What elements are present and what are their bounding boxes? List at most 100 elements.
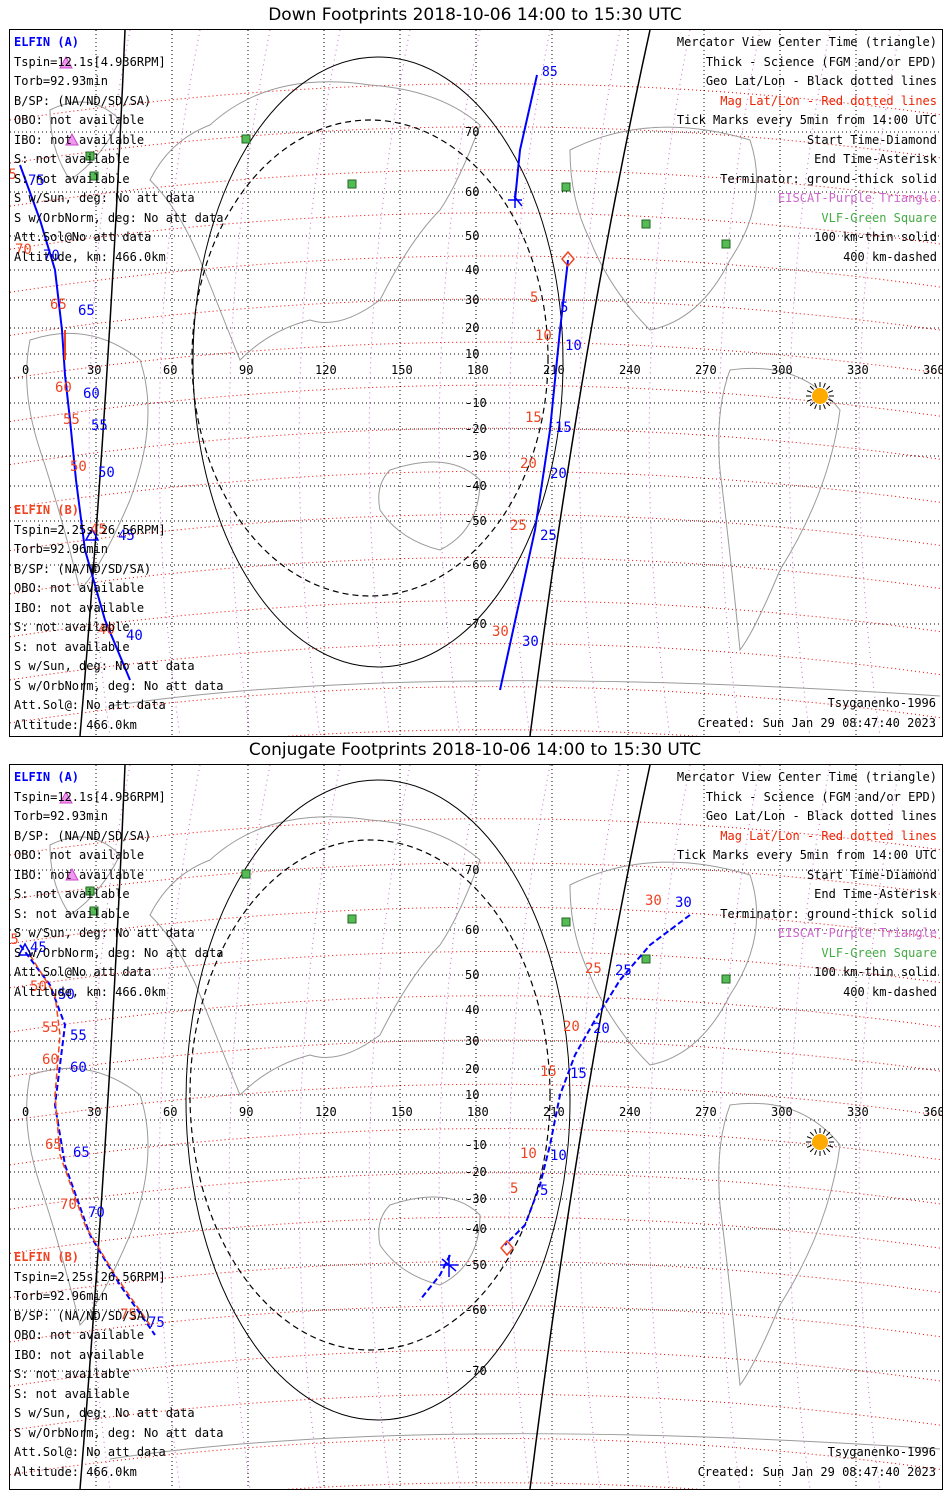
info-line: S: not available — [14, 887, 130, 901]
info-line: Tspin=2.25s[26.56RPM] — [14, 522, 166, 537]
track-time-label: 10 — [565, 338, 582, 354]
map-panel-conjugate: 0 30 60 90 120 150 180 210 240 270 300 330 360 70 60 50… — [9, 764, 943, 1490]
mag-lon-line — [578, 30, 621, 736]
eiscat-triangle — [65, 867, 79, 881]
lat-tick-label: -20 — [465, 422, 487, 436]
four-hundred-km-contour — [189, 839, 551, 1351]
lon-tick-label: 150 — [391, 1105, 413, 1119]
track-time-label: 55 — [63, 412, 80, 428]
track-time-label: 60 — [55, 380, 72, 396]
elfin-a-lines: Tspin=12.1s[4.936RPM] Torb=92.93min B/SP: … — [14, 53, 224, 268]
mag-lat-line — [10, 643, 942, 681]
sun-ray — [822, 1128, 826, 1134]
lat-tick-label: -50 — [465, 514, 487, 528]
lon-tick-label: 30 — [87, 363, 101, 377]
lat-tick-label: 30 — [465, 1034, 479, 1048]
sun-ray — [809, 1131, 814, 1136]
vlf-station-square — [89, 906, 99, 916]
lat-tick-label: 40 — [465, 1003, 479, 1017]
lat-tick-label: 20 — [465, 1062, 479, 1076]
lat-tick-label: -30 — [465, 449, 487, 463]
elfin-a-track — [19, 164, 131, 681]
eiscat-triangle — [65, 132, 79, 146]
track-time-label: 45 — [118, 528, 135, 544]
sun-ray — [814, 1150, 818, 1156]
legend-item: VLF-Green Square — [821, 210, 937, 225]
info-line: S w/Sun, deg: No att data — [14, 926, 195, 940]
elfin-b-lines: Tspin=2.25s[26.56RPM] Torb=92.96min B/SP: … — [14, 521, 224, 736]
info-line: S w/OrbNorm, deg: No att data — [14, 945, 224, 960]
info-line: B/SP: (NA/ND/SD/SA) — [14, 93, 152, 108]
info-line: Torb=92.93min — [14, 74, 108, 88]
lon-tick-label: 330 — [847, 1105, 869, 1119]
four-hundred-km-contour — [191, 119, 549, 597]
terminator-line — [529, 30, 651, 736]
lat-tick-label: -50 — [465, 1258, 487, 1272]
info-line: Altitude, km: 466.0km — [14, 984, 166, 999]
continent-australia — [378, 1196, 481, 1286]
mag-lon-line — [578, 765, 621, 1489]
info-line: IBO: not available — [14, 867, 145, 882]
lon-tick-label: 90 — [239, 1105, 253, 1119]
legend-item: Mercator View Center Time (triangle) — [676, 35, 937, 49]
info-line: Att.Sol@: No att data — [14, 698, 166, 712]
track-time-label: 55 — [70, 1028, 87, 1044]
track-time-label: 60 — [83, 386, 100, 402]
map-panel-down: 0 30 60 90 120 150 180 210 240 270 300 330 360 70 60 50… — [9, 29, 943, 737]
track-time-label: 75 — [28, 173, 45, 189]
legend-item: Tick Marks every 5min from 14:00 UTC — [676, 848, 937, 862]
track-time-label: 70 — [88, 1205, 105, 1221]
vlf-station-square — [641, 219, 651, 229]
lon-tick-label: 30 — [87, 1105, 101, 1119]
mag-lon-line — [228, 30, 271, 736]
elfin-a-name: ELFIN (A) — [14, 35, 80, 49]
mag-lat-line — [10, 83, 942, 121]
elfin-a-pass-south — [499, 259, 569, 691]
continent-south-america — [718, 1102, 841, 1387]
sun-ray — [814, 404, 818, 410]
legend-item: Mercator View Center Time (triangle) — [676, 770, 937, 784]
lon-tick-label: 180 — [467, 1105, 489, 1119]
continent-south-america — [718, 367, 841, 652]
track-time-label: 10 — [520, 1146, 537, 1162]
mag-lat-line — [10, 513, 942, 552]
sun-ray — [822, 404, 826, 410]
legend-item: Terminator: ground-thick solid — [720, 171, 937, 186]
lat-tick-label: 10 — [465, 1088, 479, 1102]
track-time-label: 5 — [560, 300, 568, 316]
sun-ray — [826, 402, 831, 407]
track-time-label: 65 — [45, 1137, 62, 1153]
vlf-station-square — [347, 914, 357, 924]
mag-lat-line — [10, 1128, 942, 1166]
mag-lat-line — [10, 1083, 942, 1122]
track-time-label: 55 — [42, 1020, 59, 1036]
track-time-label: 40 — [126, 628, 143, 644]
eiscat-triangle — [59, 55, 73, 69]
sun-ray — [826, 1131, 831, 1136]
legend-item: Geo Lat/Lon - Black dotted lines — [705, 74, 937, 88]
terminator-line — [79, 765, 126, 1489]
sun-ray — [806, 1136, 812, 1140]
lon-tick-label: 210 — [543, 363, 565, 377]
lat-tick-label: 30 — [465, 293, 479, 307]
continent-australia — [378, 461, 481, 551]
track-time-label: 55 — [91, 418, 108, 434]
info-line: Altitude: 466.0km — [14, 717, 137, 732]
legend-item: End Time-Asterisk — [814, 152, 937, 166]
view-center-triangle — [84, 527, 100, 541]
mag-lon-line — [648, 30, 691, 736]
track-time-label: 20 — [550, 466, 567, 482]
track-time-label: 25 — [510, 518, 527, 534]
track-time-label: 10 — [550, 1148, 567, 1164]
track-time-label: 30 — [675, 895, 692, 911]
lon-tick-label: 330 — [847, 363, 869, 377]
continent-north-america — [569, 861, 758, 1066]
legend-item: EISCAT-Purple Triangle — [778, 926, 937, 940]
track-time-label: 25 — [615, 963, 632, 979]
lon-tick-label: 300 — [771, 1105, 793, 1119]
legend: Mercator View Center Time (triangle) Thic… — [677, 768, 937, 1002]
mag-lat-line — [10, 995, 942, 1033]
mag-lat-line — [10, 818, 942, 856]
info-line: Tspin=2.25s[26.56RPM] — [14, 1269, 166, 1284]
elfin-b-info: ELFIN (B) Tspin=2.25s[26.56RPM] Torb=92.9… — [14, 501, 224, 735]
